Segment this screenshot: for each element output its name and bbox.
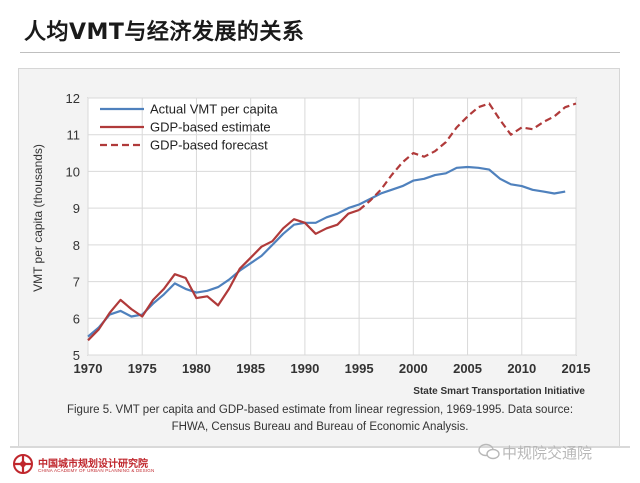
y-tick-label-7: 7 xyxy=(73,275,80,290)
vmt-chart: 5 6 7 8 9 10 11 12 1970 1975 1980 1985 1990 1995 2000 2… xyxy=(31,91,591,397)
title-divider xyxy=(20,52,620,53)
organization-logo: 中国城市规划设计研究院 CHINA ACADEMY OF URBAN PLANN… xyxy=(12,453,172,477)
series-layer xyxy=(87,102,577,342)
watermark: 中规院交通院 xyxy=(478,440,638,462)
logo-subtext: CHINA ACADEMY OF URBAN PLANNING & DESIGN xyxy=(38,468,155,473)
y-tick-label-9: 9 xyxy=(73,201,80,216)
y-tick-label-8: 8 xyxy=(73,238,80,253)
x-tick-label-1980: 1980 xyxy=(182,361,211,376)
x-tick-label-2000: 2000 xyxy=(399,361,428,376)
legend-label-1: Actual VMT per capita xyxy=(150,102,278,117)
legend-label-3: GDP-based forecast xyxy=(150,138,268,153)
legend-layer: Actual VMT per capita GDP-based estimate G… xyxy=(100,102,278,153)
y-tick-label-6: 6 xyxy=(73,311,80,326)
axes-layer: 5 6 7 8 9 10 11 12 1970 1975 1980 1985 1990 1995 2000 2… xyxy=(66,91,591,376)
x-tick-label-1990: 1990 xyxy=(290,361,319,376)
x-tick-label-1970: 1970 xyxy=(74,361,103,376)
footer-divider xyxy=(10,446,630,448)
wechat-icon xyxy=(478,443,500,460)
caption-line-1: Figure 5. VMT per capita and GDP-based e… xyxy=(66,404,574,416)
x-tick-label-1985: 1985 xyxy=(236,361,265,376)
x-tick-label-1995: 1995 xyxy=(345,361,374,376)
series-line-3 xyxy=(358,102,577,211)
y-tick-label-11: 11 xyxy=(67,128,81,143)
logo-text: 中国城市规划设计研究院 xyxy=(38,459,148,470)
slide-title: 人均VMT与经济发展的关系 xyxy=(24,20,305,45)
figure-caption: Figure 5. VMT per capita and GDP-based e… xyxy=(30,402,610,436)
x-tick-label-1975: 1975 xyxy=(128,361,157,376)
watermark-text: 中规院交通院 xyxy=(502,444,593,462)
x-tick-label-2010: 2010 xyxy=(507,361,536,376)
cross-knot-logo-icon xyxy=(13,454,33,474)
x-tick-label-2005: 2005 xyxy=(453,361,482,376)
series-line-1 xyxy=(87,165,566,338)
y-axis-label: VMT per capita (thousands) xyxy=(31,144,45,292)
y-tick-label-10: 10 xyxy=(66,164,80,179)
y-tick-label-5: 5 xyxy=(73,348,80,363)
source-note: State Smart Transportation Initiative xyxy=(413,386,585,397)
x-tick-label-2015: 2015 xyxy=(562,361,591,376)
legend-label-2: GDP-based estimate xyxy=(150,120,271,135)
caption-line-2: FHWA, Census Bureau and Bureau of Econom… xyxy=(171,421,469,433)
series-line-2 xyxy=(87,208,360,342)
y-tick-label-12: 12 xyxy=(66,91,80,106)
